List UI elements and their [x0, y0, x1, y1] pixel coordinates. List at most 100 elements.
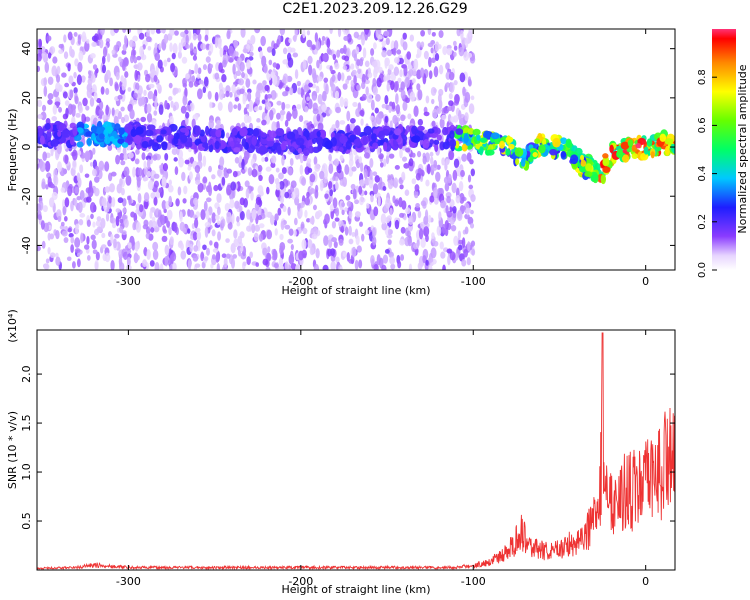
noise-speckle: [307, 125, 312, 131]
noise-speckle: [274, 178, 280, 185]
noise-speckle: [246, 225, 252, 232]
noise-speckle: [430, 47, 434, 54]
noise-speckle: [196, 74, 201, 79]
noise-speckle: [428, 214, 432, 224]
noise-speckle: [438, 44, 442, 50]
noise-speckle: [182, 95, 188, 106]
noise-speckle: [470, 95, 475, 101]
noise-speckle: [377, 182, 382, 190]
noise-speckle: [299, 207, 303, 218]
noise-speckle: [299, 154, 304, 164]
noise-speckle: [309, 217, 315, 225]
noise-speckle: [340, 225, 345, 234]
noise-speckle: [232, 170, 238, 178]
noise-speckle: [278, 180, 285, 190]
noise-speckle: [219, 165, 224, 171]
noise-speckle: [163, 208, 167, 214]
noise-speckle: [452, 169, 458, 181]
noise-speckle: [282, 73, 289, 84]
signal-blob: [505, 148, 511, 156]
noise-speckle: [304, 209, 308, 218]
noise-speckle: [361, 93, 367, 101]
noise-speckle: [356, 245, 362, 253]
noise-speckle: [123, 35, 128, 46]
signal-blob: [592, 159, 598, 169]
signal-blob: [215, 129, 222, 138]
noise-speckle: [364, 229, 370, 236]
noise-speckle: [47, 246, 51, 255]
noise-speckle: [221, 176, 226, 186]
noise-speckle: [432, 108, 438, 119]
noise-speckle: [104, 186, 111, 193]
noise-speckle: [60, 187, 66, 193]
noise-speckle: [279, 29, 286, 36]
noise-speckle: [393, 177, 399, 189]
noise-speckle: [279, 233, 284, 241]
noise-speckle: [326, 47, 331, 55]
noise-speckle: [230, 257, 236, 269]
noise-speckle: [470, 168, 475, 177]
noise-speckle: [301, 239, 307, 250]
noise-speckle: [294, 69, 299, 80]
noise-speckle: [388, 175, 392, 181]
noise-speckle: [436, 164, 441, 170]
noise-speckle: [161, 41, 167, 51]
noise-speckle: [349, 151, 354, 162]
noise-speckle: [149, 210, 153, 219]
noise-speckle: [166, 209, 173, 220]
noise-speckle: [445, 82, 451, 88]
noise-speckle: [82, 97, 88, 107]
signal-blob: [643, 146, 649, 155]
noise-speckle: [456, 29, 462, 37]
noise-speckle: [315, 85, 320, 94]
noise-speckle: [387, 239, 392, 245]
noise-speckle: [211, 174, 216, 180]
noise-speckle: [161, 200, 167, 210]
noise-speckle: [153, 180, 159, 188]
colorbar-tick-label: 0.6: [697, 117, 708, 133]
noise-speckle: [314, 189, 319, 199]
noise-speckle: [185, 104, 191, 111]
noise-speckle: [136, 55, 142, 61]
noise-speckle: [331, 74, 336, 83]
noise-speckle: [380, 213, 387, 225]
noise-speckle: [243, 198, 248, 208]
x-tick-label: 0: [642, 275, 649, 288]
noise-speckle: [86, 219, 91, 227]
noise-speckle: [58, 49, 64, 54]
noise-speckle: [110, 171, 117, 177]
noise-speckle: [100, 86, 105, 95]
noise-speckle: [316, 59, 320, 69]
noise-speckle: [457, 209, 462, 219]
noise-speckle: [321, 35, 326, 42]
noise-speckle: [250, 191, 254, 201]
noise-speckle: [381, 103, 387, 109]
noise-speckle: [446, 248, 453, 254]
noise-speckle: [404, 189, 410, 197]
noise-speckle: [153, 75, 158, 83]
signal-blob: [580, 159, 587, 167]
y-tick-label: 0.5: [20, 512, 33, 530]
noise-speckle: [328, 180, 333, 190]
noise-speckle: [197, 33, 202, 42]
signal-blob: [508, 143, 515, 150]
noise-speckle: [311, 233, 318, 240]
noise-speckle: [447, 173, 452, 184]
noise-speckle: [269, 109, 274, 121]
noise-speckle: [445, 62, 450, 70]
noise-speckle: [415, 53, 420, 59]
noise-speckle: [278, 82, 284, 88]
noise-speckle: [206, 247, 210, 256]
noise-speckle: [369, 158, 374, 168]
noise-speckle: [73, 71, 77, 79]
signal-blob: [433, 139, 440, 145]
signal-blob: [532, 152, 538, 158]
signal-blob: [260, 132, 267, 138]
noise-speckle: [304, 106, 309, 113]
noise-speckle: [137, 192, 142, 204]
noise-speckle: [152, 241, 159, 251]
noise-speckle: [260, 35, 266, 47]
noise-speckle: [238, 155, 243, 164]
noise-speckle: [231, 213, 235, 225]
noise-speckle: [317, 76, 323, 82]
